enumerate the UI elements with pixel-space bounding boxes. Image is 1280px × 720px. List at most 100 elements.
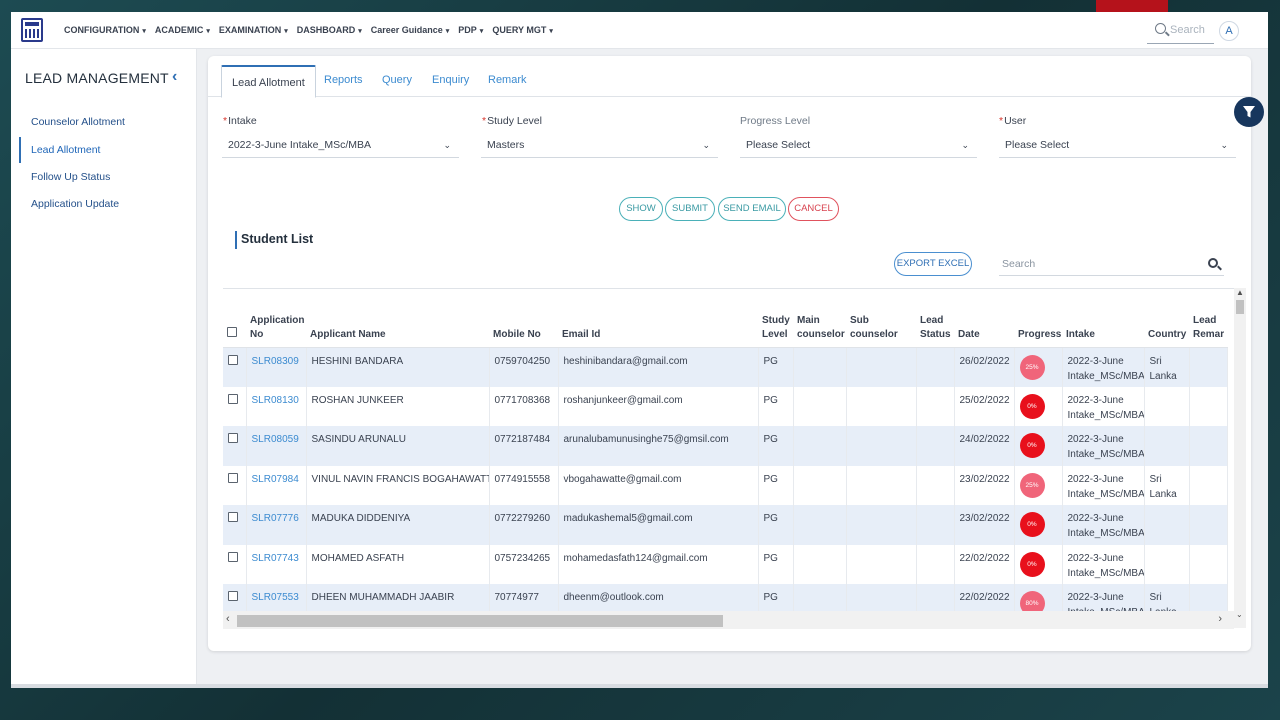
row-checkbox[interactable]	[228, 472, 238, 483]
column-header-progress[interactable]: Progress	[1014, 289, 1062, 348]
tab-reports[interactable]: Reports	[324, 74, 363, 86]
scroll-up-icon[interactable]: ▲	[1236, 288, 1244, 297]
filter-toggle-button[interactable]	[1234, 97, 1264, 127]
submit-button[interactable]: SUBMIT	[665, 197, 715, 221]
study-level-cell: PG	[758, 347, 794, 387]
date: 25/02/2022	[959, 394, 1010, 406]
sidebar-item-follow-up-status[interactable]: Follow Up Status	[31, 171, 111, 183]
column-header-date[interactable]: Date	[954, 289, 1014, 348]
column-header-application-no[interactable]: Application No	[246, 289, 306, 348]
institution-logo-icon[interactable]	[21, 18, 43, 42]
table-row[interactable]: SLR08059 SASINDU ARUNALU 0772187484 arunalu…	[223, 426, 1228, 466]
tab-query[interactable]: Query	[382, 74, 412, 86]
application-link[interactable]: SLR07776	[251, 513, 299, 524]
menu-item-pdp[interactable]: PDP ▾	[458, 25, 483, 35]
column-header-main-counselor[interactable]: Main counselor	[793, 289, 846, 348]
row-checkbox[interactable]	[228, 433, 238, 443]
date: 23/02/2022	[959, 473, 1010, 485]
menu-item-label: QUERY MGT	[492, 25, 547, 35]
table-row[interactable]: SLR08130 ROSHAN JUNKEER 0771708368 roshanju…	[223, 386, 1228, 426]
table-search-input[interactable]: Search	[999, 252, 1224, 276]
send-email-button[interactable]: SEND EMAIL	[718, 197, 786, 221]
scroll-left-icon[interactable]: ‹	[226, 613, 230, 625]
student-table: Application No Applicant Name Mobile No E…	[223, 289, 1228, 624]
row-checkbox[interactable]	[228, 551, 238, 562]
sidebar-item-application-update[interactable]: Application Update	[31, 198, 120, 210]
user-avatar[interactable]: A	[1219, 21, 1239, 41]
applicant-name-cell: ROSHAN JUNKEER	[306, 386, 490, 426]
search-icon[interactable]	[1208, 258, 1218, 268]
progress-level-select[interactable]: Please Select ⌄	[740, 134, 977, 158]
column-header-lead-status[interactable]: Lead Status	[916, 289, 954, 348]
tab-lead-allotment[interactable]: Lead Allotment	[221, 65, 316, 98]
table-row[interactable]: SLR07743 MOHAMED ASFATH 0757234265 mohameda…	[223, 544, 1228, 584]
row-checkbox[interactable]	[228, 591, 238, 601]
menu-item-examination[interactable]: EXAMINATION ▾	[219, 25, 288, 35]
lead-status-cell	[916, 386, 955, 426]
application-link[interactable]: SLR08309	[251, 355, 299, 367]
study-level-label: *Study Level	[482, 115, 542, 127]
filter-icon	[1243, 106, 1255, 118]
column-header-intake[interactable]: Intake	[1062, 289, 1144, 348]
row-checkbox[interactable]	[228, 354, 238, 365]
main-counselor-cell	[793, 347, 847, 387]
applicant-name: DHEEN MUHAMMADH JAABIR	[311, 592, 455, 603]
application-link[interactable]: SLR07553	[251, 592, 299, 603]
column-header-applicant-name[interactable]: Applicant Name	[306, 289, 489, 348]
tab-remark[interactable]: Remark	[488, 74, 527, 86]
vertical-scroll-thumb[interactable]	[1236, 300, 1244, 314]
global-search-input[interactable]: Search	[1147, 20, 1214, 44]
cancel-button[interactable]: CANCEL	[788, 197, 839, 221]
study-level: PG	[763, 552, 778, 564]
row-checkbox[interactable]	[228, 512, 238, 522]
scroll-down-icon[interactable]: ⌄	[1236, 610, 1243, 619]
lead-remark-cell	[1189, 505, 1228, 545]
column-header-sub-counselor[interactable]: Sub counselor	[846, 289, 916, 348]
column-header-email-id[interactable]: Email Id	[558, 289, 758, 348]
main-counselor-cell	[793, 426, 847, 466]
user-select[interactable]: Please Select ⌄	[999, 134, 1236, 158]
application-link[interactable]: SLR07743	[251, 552, 299, 564]
horizontal-scroll-thumb[interactable]	[237, 615, 723, 627]
select-all-checkbox[interactable]	[227, 326, 237, 337]
menu-item-dashboard[interactable]: DASHBOARD ▾	[297, 25, 362, 35]
table-search-placeholder: Search	[1002, 258, 1036, 270]
table-row[interactable]: SLR08309 HESHINI BANDARA 0759704250 heshini…	[223, 347, 1228, 387]
export-excel-button[interactable]: EXPORT EXCEL	[894, 252, 972, 276]
menu-item-academic[interactable]: ACADEMIC ▾	[155, 25, 210, 35]
column-header-lead-remark[interactable]: Lead Remar	[1189, 289, 1227, 348]
menu-item-query-mgt[interactable]: QUERY MGT ▾	[492, 25, 553, 35]
intake-label: *Intake	[223, 115, 257, 127]
application-link[interactable]: SLR07984	[251, 473, 299, 485]
collapse-sidebar-icon[interactable]: ‹	[172, 68, 178, 85]
sidebar-item-lead-allotment[interactable]: Lead Allotment	[31, 144, 101, 156]
sub-counselor-cell	[846, 465, 917, 505]
table-vertical-scrollbar[interactable]: ▲ ⌄	[1234, 288, 1246, 628]
row-checkbox[interactable]	[228, 393, 238, 404]
study-level-select[interactable]: Masters ⌄	[481, 134, 718, 158]
intake-line-2: Intake_MSc/MBA	[1067, 409, 1144, 421]
scroll-right-icon[interactable]: ›	[1218, 613, 1222, 625]
tab-enquiry[interactable]: Enquiry	[432, 74, 470, 86]
column-header-mobile-no[interactable]: Mobile No	[489, 289, 558, 348]
menu-item-configuration[interactable]: CONFIGURATION ▾	[64, 25, 146, 35]
caret-down-icon: ▾	[142, 28, 146, 35]
date-cell: 26/02/2022	[954, 347, 1015, 387]
study-level: PG	[763, 355, 778, 367]
application-link[interactable]: SLR08130	[251, 394, 299, 406]
show-button[interactable]: SHOW	[619, 197, 663, 221]
table-row[interactable]: SLR07984 VINUL NAVIN FRANCIS BOGAHAWATTE 0…	[223, 465, 1228, 505]
column-header-study-level[interactable]: Study Level	[758, 289, 793, 348]
table-horizontal-scrollbar[interactable]: ‹ ›	[223, 611, 1234, 629]
column-header-country[interactable]: Country	[1144, 289, 1189, 348]
table-row[interactable]: SLR07776 MADUKA DIDDENIYA 0772279260 maduka…	[223, 505, 1228, 545]
sidebar-item-counselor-allotment[interactable]: Counselor Allotment	[31, 116, 125, 128]
lead-status-cell	[916, 465, 955, 505]
menu-item-career-guidance[interactable]: Career Guidance ▾	[371, 25, 450, 35]
application-link[interactable]: SLR08059	[251, 434, 299, 445]
lead-remark-cell	[1189, 426, 1228, 466]
sub-counselor-cell	[846, 347, 917, 387]
intake-select[interactable]: 2022-3-June Intake_MSc/MBA ⌄	[222, 134, 459, 158]
date-cell: 23/02/2022	[954, 505, 1015, 545]
intake-cell: 2022-3-June Intake_MSc/MBA	[1062, 544, 1145, 584]
